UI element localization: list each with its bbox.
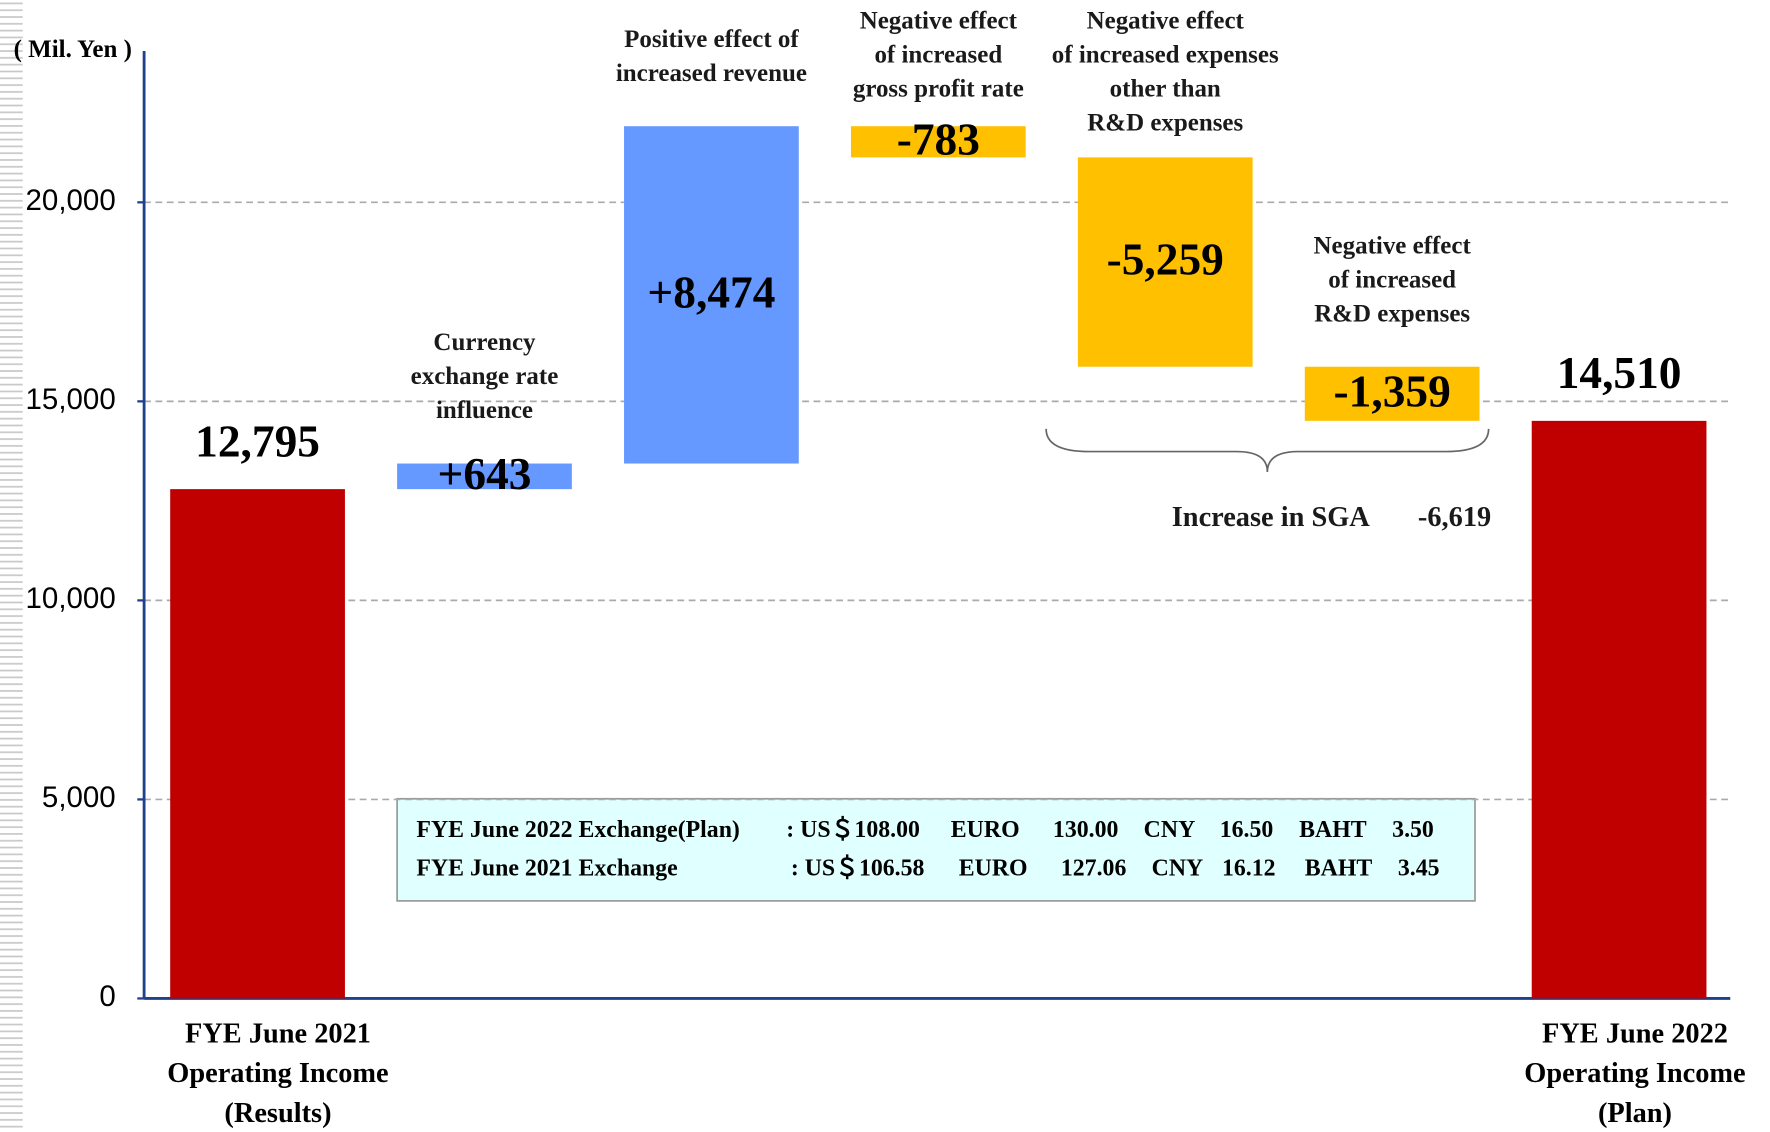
- exchange-cell: BAHT: [1305, 856, 1373, 882]
- value-label: 14,510: [1557, 348, 1682, 398]
- x-tick-label: (Results): [224, 1098, 331, 1129]
- x-tick-label: Operating Income: [167, 1058, 388, 1089]
- sga-brace: [1045, 428, 1490, 473]
- exchange-cell: FYE June 2022 Exchange(Plan): [416, 817, 739, 843]
- bar: [850, 126, 1026, 158]
- exchange-cell: 3.50: [1392, 817, 1434, 843]
- exchange-cell: BAHT: [1299, 817, 1367, 843]
- y-tick-label: 20,000: [26, 184, 116, 217]
- bar: [624, 126, 799, 464]
- category-label: Negative effect: [860, 7, 1018, 34]
- exchange-cell: : US＄108.00: [786, 815, 920, 843]
- sga-label: Increase in SGA: [1172, 502, 1371, 533]
- value-label: -783: [897, 114, 980, 164]
- value-label: -1,359: [1334, 366, 1451, 416]
- y-tick-label: 10,000: [26, 582, 116, 615]
- exchange-cell: 130.00: [1053, 817, 1118, 843]
- category-label: of increased: [874, 41, 1002, 68]
- value-label: +643: [438, 449, 532, 499]
- category-label: exchange rate: [411, 363, 559, 390]
- bar: [1531, 420, 1707, 999]
- category-label: other than: [1110, 76, 1221, 103]
- exchange-cell: : US＄106.58: [791, 854, 925, 882]
- exchange-cell: FYE June 2021 Exchange: [416, 856, 677, 882]
- category-label: Currency: [433, 329, 536, 356]
- y-tick-label: 15,000: [26, 383, 116, 416]
- category-label: gross profit rate: [853, 76, 1024, 103]
- x-tick-label: FYE June 2022: [1542, 1018, 1728, 1049]
- exchange-cell: CNY: [1144, 817, 1196, 843]
- value-label: 12,795: [195, 416, 320, 466]
- x-tick-label: FYE June 2021: [185, 1018, 371, 1049]
- exchange-cell: EURO: [951, 817, 1020, 843]
- value-label: +8,474: [647, 268, 775, 318]
- exchange-box: [396, 797, 1476, 902]
- y-tick-label: 5,000: [42, 781, 116, 814]
- category-label: of increased: [1328, 266, 1456, 293]
- x-tick-label: (Plan): [1598, 1098, 1672, 1129]
- exchange-cell: 16.12: [1222, 856, 1276, 882]
- bar: [1077, 157, 1253, 367]
- value-label: -5,259: [1107, 235, 1224, 285]
- category-label: Positive effect of: [624, 26, 799, 53]
- category-label: Negative effect: [1087, 7, 1245, 34]
- category-label: influence: [436, 397, 533, 424]
- bar: [1304, 366, 1480, 421]
- exchange-cell: 16.50: [1220, 817, 1274, 843]
- exchange-cell: 127.06: [1061, 856, 1127, 882]
- exchange-cell: 3.45: [1398, 856, 1440, 882]
- bar: [170, 489, 345, 999]
- category-label: Negative effect: [1314, 232, 1472, 259]
- edge-decoration: [0, 0, 23, 1132]
- exchange-cell: EURO: [959, 856, 1028, 882]
- unit-label: ( Mil. Yen ): [14, 36, 132, 63]
- category-label: increased revenue: [616, 60, 807, 87]
- exchange-cell: CNY: [1152, 856, 1204, 882]
- sga-value: -6,619: [1418, 502, 1491, 533]
- y-tick-label: 0: [99, 980, 115, 1013]
- category-label: R&D expenses: [1087, 110, 1243, 137]
- category-label: of increased expenses: [1052, 41, 1279, 68]
- category-label: R&D expenses: [1314, 300, 1470, 327]
- x-tick-label: Operating Income: [1524, 1058, 1745, 1089]
- bar: [397, 463, 572, 490]
